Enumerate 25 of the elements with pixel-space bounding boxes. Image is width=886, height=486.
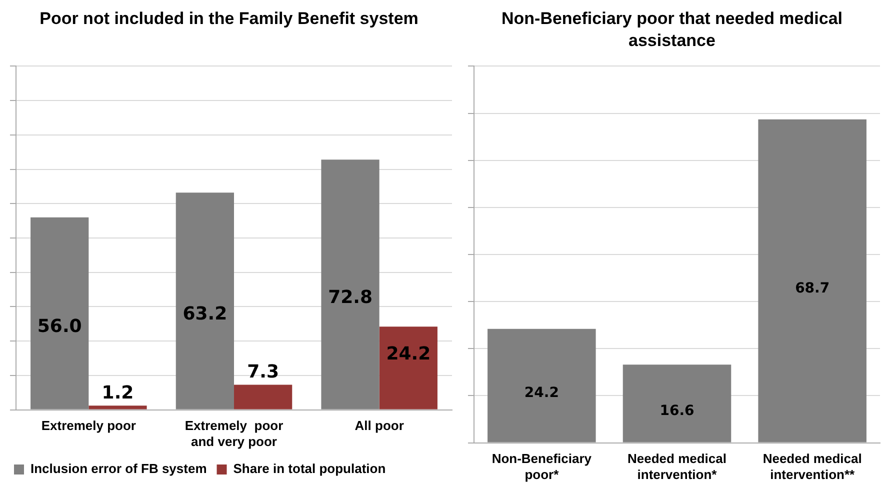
bar <box>30 217 89 410</box>
legend-label: Inclusion error of FB system <box>30 461 207 476</box>
bar <box>176 192 234 410</box>
data-label: 24.2 <box>386 343 431 364</box>
chart-title: Poor not included in the Family Benefit system <box>38 8 420 30</box>
data-label: 72.8 <box>328 287 372 308</box>
data-label: 63.2 <box>182 304 228 325</box>
data-label: 1.2 <box>102 382 134 404</box>
x-tick-label: All poor <box>354 418 404 434</box>
x-tick-label: Needed medical intervention* <box>628 451 726 482</box>
data-label: 16.6 <box>660 403 694 420</box>
x-tick-label: Non-Beneficiary poor* <box>492 451 592 482</box>
data-label: 56.0 <box>37 316 82 338</box>
bar <box>234 384 292 410</box>
x-tick-label: Needed medical intervention** <box>762 451 862 482</box>
x-tick-label: Extremely poor <box>41 418 136 434</box>
data-label: 24.2 <box>524 385 559 402</box>
bar <box>379 326 438 410</box>
data-label: 68.7 <box>795 280 830 296</box>
chart-title: Non-Beneficiary poor that needed medical assistance <box>500 8 844 52</box>
bar <box>88 406 147 410</box>
x-tick-label: Extremely poor and very poor <box>184 418 284 449</box>
data-label: 7.3 <box>247 361 280 382</box>
legend-label: Share in total population <box>233 461 386 476</box>
bar <box>321 160 380 410</box>
